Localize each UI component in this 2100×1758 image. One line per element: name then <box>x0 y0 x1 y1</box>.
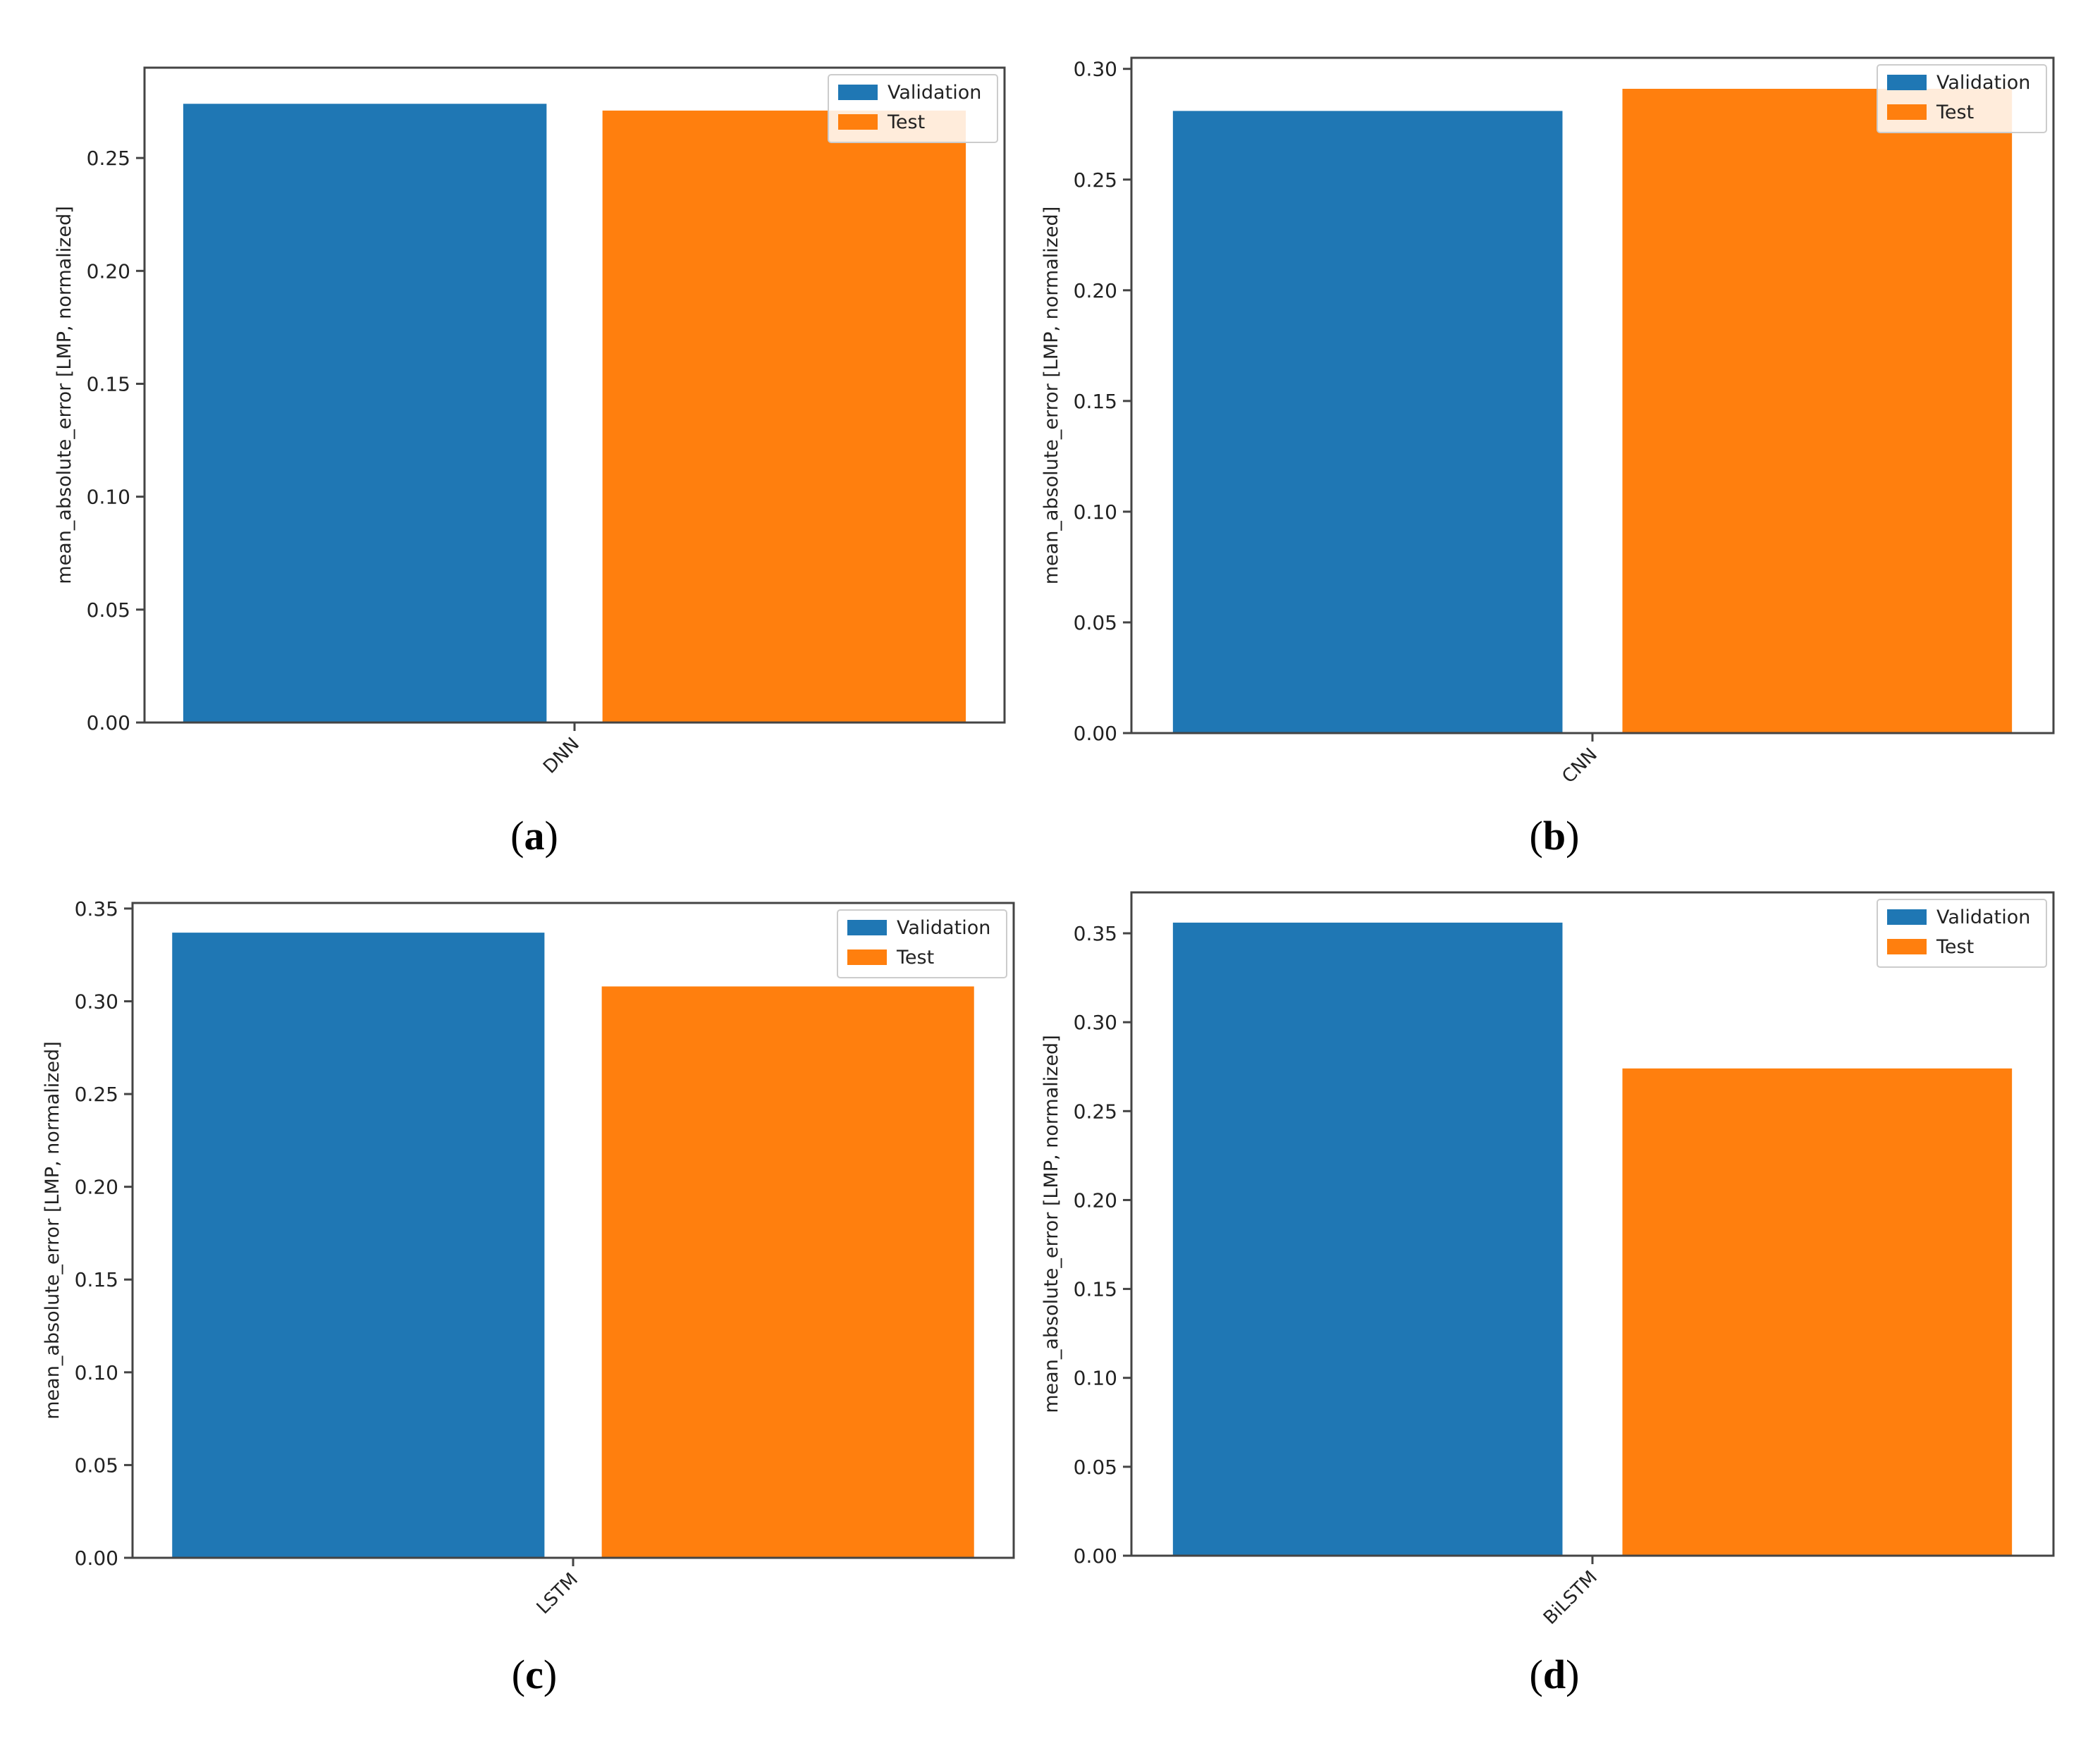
y-tick-label: 0.10 <box>1074 1367 1117 1390</box>
panel-caption: (d) <box>1530 1652 1580 1697</box>
bar-test <box>1622 88 2013 734</box>
legend-label-test: Test <box>1936 102 1974 123</box>
panel-caption: (b) <box>1530 813 1580 859</box>
legend-swatch-validation <box>1887 909 1927 925</box>
y-axis-label: mean_absolute_error [LMP, normalized] <box>42 1041 63 1419</box>
legend-swatch-test <box>847 949 887 965</box>
y-tick-label: 0.10 <box>75 1361 118 1384</box>
y-tick-label: 0.20 <box>75 1176 118 1199</box>
legend-label-test: Test <box>896 947 934 969</box>
y-tick-label: 0.15 <box>75 1268 118 1291</box>
panel-caption: (c) <box>512 1652 557 1697</box>
chart-panel-d: 0.00 0.05 0.10 0.15 0.20 0.25 0.30 0.35 BiLSTM me… <box>1040 891 2055 1697</box>
y-tick-label: 0.15 <box>87 372 130 395</box>
bar-test <box>601 986 974 1558</box>
y-tick-label: 0.35 <box>1074 922 1117 945</box>
bar-validation <box>1172 111 1563 733</box>
y-tick-label: 0.15 <box>1074 1278 1117 1301</box>
bar-validation <box>183 104 547 723</box>
legend-swatch-validation <box>1887 75 1927 90</box>
legend-swatch-test <box>838 114 878 130</box>
chart-panel-c: 0.00 0.05 0.10 0.15 0.20 0.25 0.30 0.35 LSTM mean… <box>42 897 1015 1697</box>
y-axis-label: mean_absolute_error [LMP, normalized] <box>1040 207 1062 584</box>
legend: Validation Test <box>1877 64 2047 133</box>
y-tick-label: 0.10 <box>87 486 130 509</box>
bar-validation <box>172 933 545 1558</box>
y-tick-label: 0.20 <box>1074 279 1117 302</box>
bar-test <box>1622 1068 2013 1556</box>
y-tick-label: 0.15 <box>1074 390 1117 413</box>
legend-swatch-test <box>1887 104 1927 120</box>
y-tick-label: 0.30 <box>1074 58 1117 81</box>
y-tick-label: 0.30 <box>1074 1011 1117 1034</box>
y-tick-label: 0.25 <box>1074 168 1117 192</box>
y-tick-label: 0.05 <box>87 598 130 622</box>
legend: Validation Test <box>1877 899 2047 968</box>
legend-label-validation: Validation <box>888 82 981 104</box>
y-tick-label: 0.25 <box>87 147 130 170</box>
y-tick-label: 0.35 <box>75 897 118 921</box>
y-tick-label: 0.05 <box>75 1453 118 1477</box>
x-tick-label: DNN <box>539 734 584 778</box>
panel-letter: c <box>525 1652 544 1697</box>
legend: Validation Test <box>828 74 998 143</box>
legend-label-test: Test <box>887 111 925 133</box>
panel-letter: d <box>1543 1652 1566 1697</box>
y-axis-label: mean_absolute_error [LMP, normalized] <box>54 206 75 584</box>
bar-test <box>602 110 966 723</box>
legend-label-validation: Validation <box>1936 72 2030 94</box>
x-tick-label: BiLSTM <box>1540 1567 1602 1629</box>
legend-swatch-validation <box>838 85 878 100</box>
x-tick-label: CNN <box>1558 744 1602 788</box>
y-axis-label: mean_absolute_error [LMP, normalized] <box>1040 1035 1062 1413</box>
legend-swatch-validation <box>847 920 887 935</box>
y-tick-label: 0.25 <box>75 1083 118 1106</box>
legend-label-validation: Validation <box>897 917 990 939</box>
legend-swatch-test <box>1887 939 1927 954</box>
y-tick-label: 0.05 <box>1074 611 1117 634</box>
panel-letter: a <box>524 813 545 859</box>
y-tick-label: 0.20 <box>1074 1188 1117 1212</box>
chart-panel-a: 0.00 0.05 0.10 0.15 0.20 0.25 DNN mean_absolute… <box>54 66 1006 859</box>
y-tick-label: 0.10 <box>1074 500 1117 524</box>
y-tick-label: 0.30 <box>75 990 118 1013</box>
y-tick-label: 0.25 <box>1074 1100 1117 1123</box>
y-tick-label: 0.00 <box>75 1547 118 1570</box>
legend: Validation Test <box>837 909 1007 978</box>
y-tick-label: 0.20 <box>87 259 130 283</box>
legend-label-test: Test <box>1936 936 1974 958</box>
y-tick-label: 0.00 <box>87 711 130 734</box>
x-tick-label: LSTM <box>533 1569 582 1618</box>
y-tick-label: 0.00 <box>1074 1544 1117 1568</box>
bar-validation <box>1172 922 1563 1556</box>
panel-caption: (a) <box>510 813 558 859</box>
y-tick-label: 0.00 <box>1074 722 1117 745</box>
chart-panel-b: 0.00 0.05 0.10 0.15 0.20 0.25 0.30 CNN mean_abso… <box>1040 56 2055 859</box>
panel-letter: b <box>1543 813 1566 859</box>
y-tick-label: 0.05 <box>1074 1456 1117 1479</box>
legend-label-validation: Validation <box>1936 906 2030 928</box>
